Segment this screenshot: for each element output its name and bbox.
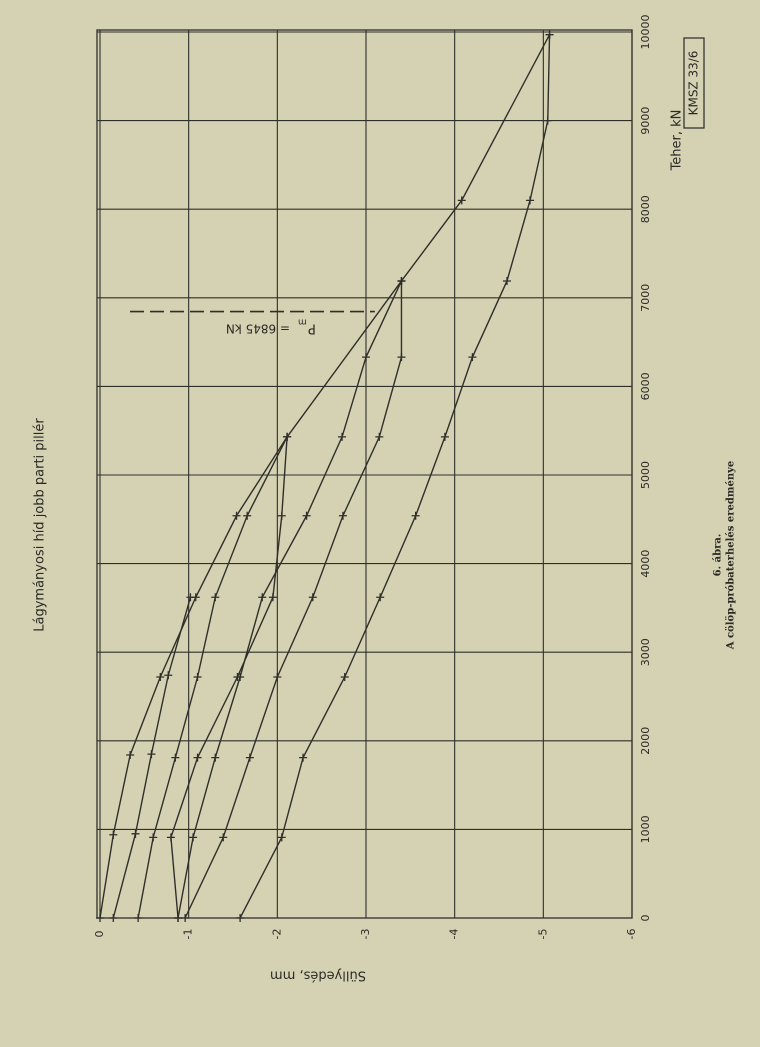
data-point: [174, 914, 183, 922]
data-point: [543, 116, 552, 125]
data-point: [219, 833, 228, 842]
data-point: [258, 593, 267, 602]
x-axis-label: Teher, kN: [670, 110, 685, 172]
data-point: [166, 833, 175, 842]
y-tick-label: -6: [625, 929, 638, 940]
x-tick-label: 0: [639, 915, 652, 922]
data-point: [302, 511, 311, 520]
data-point: [211, 593, 220, 602]
stamp-box: [683, 37, 705, 129]
data-point: [211, 753, 220, 762]
data-point: [283, 432, 292, 441]
data-point: [96, 914, 104, 922]
data-point: [362, 353, 370, 362]
data-point: [147, 750, 156, 759]
data-point: [299, 753, 308, 762]
data-point: [457, 196, 466, 205]
x-tick-label: 1000: [639, 815, 652, 843]
data-point: [277, 511, 286, 520]
data-point: [126, 750, 135, 759]
data-point: [308, 593, 317, 602]
annotation-symbol: P: [308, 321, 316, 336]
data-point: [243, 511, 252, 520]
data-point: [109, 830, 118, 839]
data-point: [340, 673, 349, 682]
data-point: [109, 914, 118, 922]
data-point: [189, 833, 198, 842]
data-point: [164, 671, 173, 680]
data-point: [338, 432, 347, 441]
data-point: [181, 914, 190, 922]
x-tick-label: 2000: [639, 727, 652, 755]
series-line: [239, 34, 551, 919]
x-tick-label: 9000: [639, 107, 652, 135]
caption: A cölöp-próbaterhelés eredménye: [726, 461, 737, 651]
data-point: [134, 914, 143, 922]
annotation: P m = 6845 kN: [226, 317, 316, 336]
x-tick-label: 5000: [639, 461, 652, 489]
data-point: [440, 432, 449, 441]
annotation-subscript: m: [298, 317, 307, 327]
data-point: [502, 276, 511, 285]
annotation-text: = 6845 kN: [226, 322, 290, 336]
stamp: KMSZ 33/6: [687, 51, 701, 116]
data-point: [376, 593, 385, 602]
y-tick-label: -3: [359, 929, 372, 940]
x-tick-label: 4000: [639, 550, 652, 578]
data-point: [338, 511, 347, 520]
data-point: [156, 673, 165, 682]
y-tick-label: -5: [536, 929, 549, 940]
data-point: [171, 753, 180, 762]
data-point: [268, 593, 277, 602]
data-point: [149, 833, 158, 842]
x-tick-label: 8000: [639, 195, 652, 223]
x-tick-label: 7000: [639, 284, 652, 312]
data-point: [245, 753, 254, 762]
data-point: [397, 353, 406, 362]
x-tick-label: 3000: [639, 638, 652, 666]
data-point: [375, 432, 384, 441]
data-point: [131, 829, 140, 838]
data-point: [193, 753, 202, 762]
data-point: [277, 833, 286, 842]
data-point: [236, 914, 245, 922]
y-tick-label: 0: [93, 931, 106, 938]
caption-number: 6. ábra.: [713, 534, 724, 577]
data-point: [193, 673, 202, 682]
data-point: [186, 593, 195, 602]
data-point: [397, 276, 406, 285]
y-axis-label: Süllyedés, mm: [270, 968, 366, 983]
chart-title: Lágymányosi híd jobb parti pillér: [33, 418, 48, 632]
x-tick-label: 6000: [639, 372, 652, 400]
data-point: [468, 353, 477, 362]
data-point: [545, 30, 554, 39]
data-point: [232, 511, 241, 520]
data-point: [236, 673, 245, 682]
y-tick-label: -2: [270, 929, 283, 940]
y-tick-label: -1: [182, 929, 195, 940]
data-point: [411, 511, 420, 520]
x-tick-label: 10000: [639, 15, 652, 50]
data-point: [526, 196, 535, 205]
y-tick-label: -4: [448, 929, 461, 940]
data-point: [273, 673, 282, 682]
series-line: [99, 34, 551, 919]
